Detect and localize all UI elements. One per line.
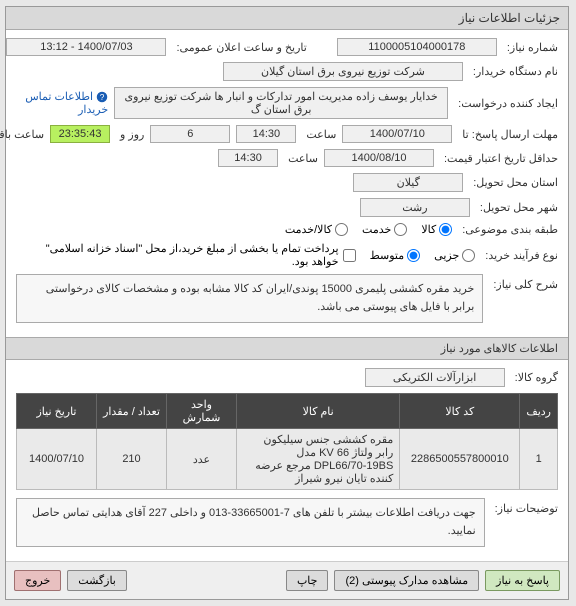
reply-button[interactable]: پاسخ به نیاز: [486, 570, 561, 591]
treasury-checkbox[interactable]: [344, 249, 357, 262]
row-price-validity: حداقل تاریخ اعتبار قیمت: 1400/08/10 ساعت…: [17, 149, 559, 167]
category-option-service-label: خدمت: [363, 223, 392, 236]
announce-datetime-value: 1400/07/03 - 13:12: [7, 38, 167, 56]
cell-date: 1400/07/10: [18, 429, 98, 490]
category-option-both-label: کالا/خدمت: [286, 223, 333, 236]
row-reply-deadline: مهلت ارسال پاسخ: تا 1400/07/10 ساعت 14:3…: [17, 125, 559, 143]
purchase-type-label: نوع فرآیند خرید:: [482, 249, 559, 262]
question-circle-icon: ?: [97, 91, 109, 103]
cell-code: 2286500557800010: [401, 429, 521, 490]
item-group-value: ابزارآلات الکتریکی: [366, 368, 506, 387]
category-option-service[interactable]: خدمت: [363, 223, 408, 236]
requester-value: خدایار یوسف زاده مدیریت امور تدارکات و ا…: [115, 87, 449, 119]
delivery-city-label: شهر محل تحویل:: [477, 201, 559, 214]
button-bar: پاسخ به نیاز مشاهده مدارک پیوستی (2) چاپ…: [7, 561, 569, 599]
reply-deadline-days: 6: [151, 125, 231, 143]
buyer-org-label: نام دستگاه خریدار:: [470, 65, 559, 78]
buyer-contact-link[interactable]: ? اطلاعات تماس خریدار: [17, 90, 109, 116]
col-qty: تعداد / مقدار: [98, 394, 168, 429]
table-row[interactable]: 1 2286500557800010 مقره کششی جنس سیلیکون…: [18, 429, 559, 490]
col-name: نام کالا: [238, 394, 401, 429]
panel-title: جزئیات اطلاعات نیاز: [7, 7, 569, 30]
purchase-type-medium-label: متوسط: [371, 249, 406, 262]
svg-text:?: ?: [101, 93, 106, 102]
cell-unit: عدد: [168, 429, 238, 490]
row-notes: توضیحات نیاز: جهت دریافت اطلاعات بیشتر ب…: [17, 498, 559, 547]
need-summary-text: خرید مقره کششی پلیمری 15000 پوندی/ایران …: [17, 274, 484, 323]
delivery-province-label: استان محل تحویل:: [470, 176, 559, 189]
category-option-goods[interactable]: کالا: [422, 223, 453, 236]
row-need-number: شماره نیاز: 1100005104000178 تاریخ و ساع…: [17, 38, 559, 56]
row-need-summary: شرح کلی نیاز: خرید مقره کششی پلیمری 1500…: [17, 274, 559, 323]
price-validity-time-label: ساعت: [285, 152, 319, 165]
purchase-type-radio-group: جزیی متوسط پرداخت تمام یا بخشی از مبلغ خ…: [17, 242, 476, 268]
need-number-value: 1100005104000178: [338, 38, 498, 56]
category-radio-group: کالا خدمت کالا/خدمت: [286, 223, 453, 236]
category-radio-goods[interactable]: [440, 223, 453, 236]
col-unit: واحد شمارش: [168, 394, 238, 429]
back-button[interactable]: بازگشت: [68, 570, 128, 591]
cell-qty: 210: [98, 429, 168, 490]
purchase-type-medium[interactable]: متوسط: [371, 249, 422, 262]
price-validity-label: حداقل تاریخ اعتبار قیمت:: [441, 152, 559, 165]
delivery-city-value: رشت: [361, 198, 471, 217]
print-button[interactable]: چاپ: [287, 570, 330, 591]
col-code: کد کالا: [401, 394, 521, 429]
row-delivery-province: استان محل تحویل: گیلان: [17, 173, 559, 192]
notes-label: توضیحات نیاز:: [492, 498, 559, 515]
row-buyer-org: نام دستگاه خریدار: شرکت توزیع نیروی برق …: [17, 62, 559, 81]
notes-text: جهت دریافت اطلاعات بیشتر با تلفن های 7-3…: [17, 498, 486, 547]
price-validity-time: 14:30: [219, 149, 279, 167]
row-purchase-type: نوع فرآیند خرید: جزیی متوسط پرداخت تمام …: [17, 242, 559, 268]
category-option-both[interactable]: کالا/خدمت: [286, 223, 349, 236]
row-requester: ایجاد کننده درخواست: خدایار یوسف زاده مد…: [17, 87, 559, 119]
need-details-panel: جزئیات اطلاعات نیاز شماره نیاز: 11000051…: [6, 6, 570, 600]
reply-deadline-date: 1400/07/10: [343, 125, 453, 143]
reply-deadline-time-label: ساعت: [303, 128, 337, 141]
need-summary-label: شرح کلی نیاز:: [490, 274, 559, 291]
items-table-header-row: ردیف کد کالا نام کالا واحد شمارش تعداد /…: [18, 394, 559, 429]
items-section-title: اطلاعات کالاهای مورد نیاز: [7, 337, 569, 360]
need-number-label: شماره نیاز:: [504, 41, 559, 54]
requester-label: ایجاد کننده درخواست:: [455, 97, 559, 110]
category-radio-both[interactable]: [336, 223, 349, 236]
purchase-type-radio-medium[interactable]: [408, 249, 421, 262]
reply-deadline-days-label: روز و: [117, 128, 145, 141]
delivery-province-value: گیلان: [354, 173, 464, 192]
treasury-checkbox-label: پرداخت تمام یا بخشی از مبلغ خرید،از محل …: [17, 242, 340, 268]
category-option-goods-label: کالا: [422, 223, 437, 236]
cell-name: مقره کششی جنس سیلیکون رابر ولتاژ KV 66 م…: [238, 429, 401, 490]
reply-deadline-label: مهلت ارسال پاسخ: تا: [459, 128, 559, 141]
reply-deadline-remaining-label: ساعت باقی مانده: [0, 128, 45, 141]
cell-idx: 1: [521, 429, 559, 490]
item-group-label: گروه کالا:: [512, 371, 559, 384]
price-validity-date: 1400/08/10: [325, 149, 435, 167]
treasury-checkbox-row[interactable]: پرداخت تمام یا بخشی از مبلغ خرید،از محل …: [17, 242, 357, 268]
purchase-type-minor[interactable]: جزیی: [435, 249, 476, 262]
panel-body: شماره نیاز: 1100005104000178 تاریخ و ساع…: [7, 30, 569, 337]
row-delivery-city: شهر محل تحویل: رشت: [17, 198, 559, 217]
reply-deadline-time: 14:30: [237, 125, 297, 143]
items-body: گروه کالا: ابزارآلات الکتریکی ردیف کد کا…: [7, 360, 569, 561]
purchase-type-radio-minor[interactable]: [463, 249, 476, 262]
col-date: تاریخ نیاز: [18, 394, 98, 429]
col-idx: ردیف: [521, 394, 559, 429]
reply-deadline-countdown: 23:35:43: [51, 125, 111, 143]
row-item-group: گروه کالا: ابزارآلات الکتریکی: [17, 368, 559, 387]
exit-button[interactable]: خروج: [15, 570, 62, 591]
announce-datetime-label: تاریخ و ساعت اعلان عمومی:: [173, 41, 307, 54]
items-table: ردیف کد کالا نام کالا واحد شمارش تعداد /…: [17, 393, 559, 490]
category-label: طبقه بندی موضوعی:: [459, 223, 559, 236]
buyer-org-value: شرکت توزیع نیروی برق استان گیلان: [224, 62, 464, 81]
purchase-type-minor-label: جزیی: [435, 249, 460, 262]
category-radio-service[interactable]: [395, 223, 408, 236]
row-category: طبقه بندی موضوعی: کالا خدمت کالا/خدمت: [17, 223, 559, 236]
attachments-button[interactable]: مشاهده مدارک پیوستی (2): [335, 570, 480, 591]
